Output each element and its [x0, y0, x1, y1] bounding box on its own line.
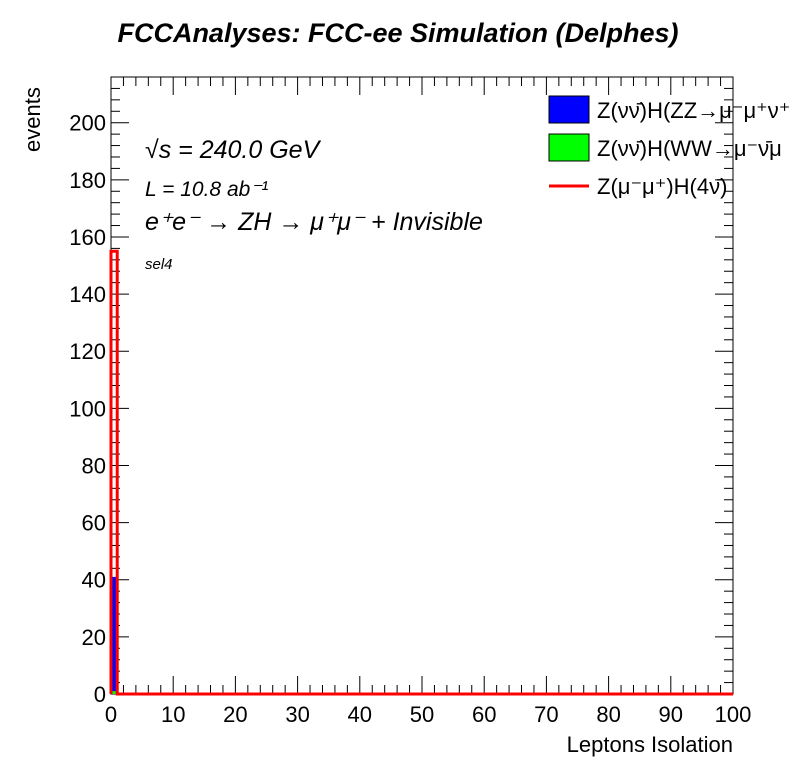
x-tick-label: 30	[285, 702, 309, 727]
y-tick-label: 0	[94, 682, 106, 707]
process-annotation: e⁺e⁻ → ZH → μ⁺μ⁻ + Invisible	[145, 208, 483, 236]
x-tick-label: 70	[534, 702, 558, 727]
y-tick-label: 160	[69, 225, 106, 250]
x-tick-label: 20	[223, 702, 247, 727]
legend-label-1: Z(νν̄)H(ZZ→μ⁻μ⁺ν⁺	[597, 98, 790, 123]
x-tick-label: 90	[659, 702, 683, 727]
chart-title: FCCAnalyses: FCC-ee Simulation (Delphes)	[117, 18, 679, 48]
y-tick-label: 80	[82, 453, 106, 478]
y-tick-label: 200	[69, 111, 106, 136]
plot-frame	[110, 76, 734, 695]
y-tick-label: 100	[69, 396, 106, 421]
x-tick-label: 100	[715, 702, 752, 727]
y-tick-label: 20	[82, 625, 106, 650]
x-axis-label: Leptons Isolation	[567, 732, 733, 757]
legend-label-2: Z(νν̄)H(WW→μ⁻ν̄μ	[597, 136, 782, 161]
x-tick-label: 80	[596, 702, 620, 727]
energy-annotation: √s = 240.0 GeV	[145, 136, 322, 164]
y-tick-label: 180	[69, 168, 106, 193]
histogram-line-3	[109, 249, 733, 696]
histogram-bar-2	[111, 691, 118, 694]
x-tick-label: 40	[348, 702, 372, 727]
y-tick-label: 120	[69, 339, 106, 364]
legend-swatch-2	[548, 133, 590, 162]
x-tick-label: 50	[410, 702, 434, 727]
x-tick-label: 10	[161, 702, 185, 727]
x-tick-label: 0	[105, 702, 117, 727]
x-tick-label: 60	[472, 702, 496, 727]
y-tick-label: 40	[82, 568, 106, 593]
y-axis-label: events	[20, 87, 45, 152]
lumi-annotation: L = 10.8 ab⁻¹	[145, 178, 268, 201]
histogram-bar-1	[111, 576, 118, 694]
selection-annotation: sel4	[145, 256, 173, 273]
legend-swatch-1	[548, 95, 590, 124]
y-tick-label: 140	[69, 282, 106, 307]
y-tick-label: 60	[82, 511, 106, 536]
legend-label-3: Z(μ⁻μ⁺)H(4ν̄)	[597, 174, 727, 199]
